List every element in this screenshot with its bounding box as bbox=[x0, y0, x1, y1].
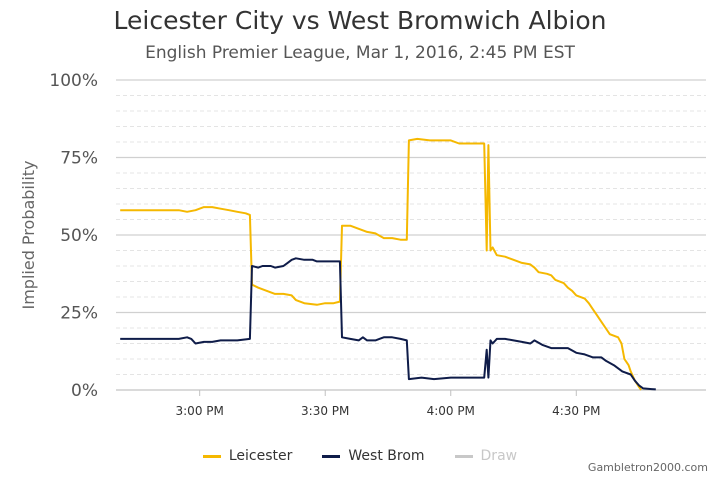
chart-subtitle: English Premier League, Mar 1, 2016, 2:4… bbox=[145, 43, 575, 63]
legend-swatch bbox=[202, 454, 221, 458]
grid-lines bbox=[116, 79, 706, 391]
legend-label: Leicester bbox=[228, 448, 293, 464]
x-axis-ticks: 3:00 PM 3:30 PM 4:00 PM 4:30 PM bbox=[116, 389, 706, 418]
credit-text: Gambletron2000.com bbox=[587, 461, 708, 474]
y-tick-label: 0% bbox=[71, 381, 98, 401]
series-line-west-brom bbox=[120, 257, 656, 391]
series-lines bbox=[120, 137, 656, 391]
y-axis-ticks: 0% 25% 50% 75% 100% bbox=[49, 71, 98, 401]
chart-title: Leicester City vs West Bromwich Albion bbox=[113, 6, 607, 35]
legend-label: Draw bbox=[480, 448, 518, 464]
legend-item-draw[interactable]: Draw bbox=[454, 448, 518, 464]
series-line-leicester bbox=[120, 137, 642, 391]
y-tick-label: 75% bbox=[60, 149, 98, 169]
legend-swatch bbox=[454, 454, 473, 458]
x-tick-label: 3:30 PM bbox=[301, 404, 349, 418]
legend-label: West Brom bbox=[348, 448, 425, 464]
y-axis-label: Implied Probability bbox=[19, 160, 38, 309]
legend-item-leicester[interactable]: Leicester bbox=[202, 448, 293, 464]
legend-item-west-brom[interactable]: West Brom bbox=[322, 448, 425, 464]
y-tick-label: 100% bbox=[49, 71, 98, 91]
legend: Leicester West Brom Draw bbox=[0, 448, 720, 464]
legend-swatch bbox=[322, 454, 341, 458]
y-tick-label: 25% bbox=[60, 304, 98, 324]
x-tick-label: 4:30 PM bbox=[552, 404, 600, 418]
x-tick-label: 4:00 PM bbox=[427, 404, 475, 418]
y-tick-label: 50% bbox=[60, 226, 98, 246]
x-tick-label: 3:00 PM bbox=[176, 404, 224, 418]
